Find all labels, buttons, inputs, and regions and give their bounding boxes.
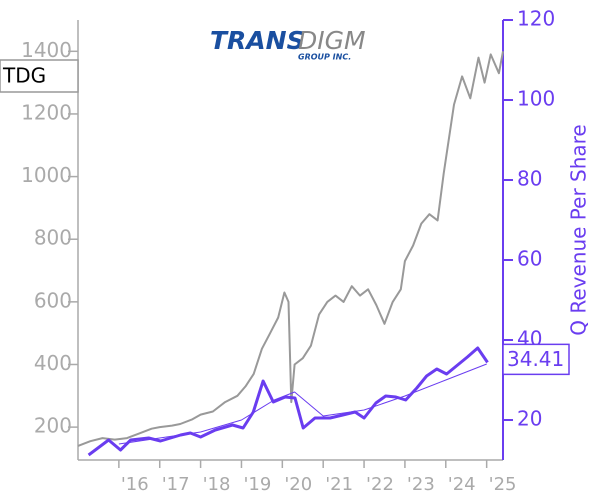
series-line bbox=[87, 346, 489, 457]
y-tick-label: 1400 bbox=[21, 38, 72, 62]
last-value-label: 34.41 bbox=[507, 347, 564, 371]
x-tick-label: '20 bbox=[284, 474, 312, 495]
y-tick-label: 1000 bbox=[21, 163, 72, 187]
logo-second: DIGM bbox=[298, 26, 366, 55]
logo-main: TRANS bbox=[210, 26, 305, 55]
x-tick-label: '24 bbox=[448, 474, 476, 495]
series-line bbox=[118, 363, 487, 445]
ticker-label: TDG bbox=[2, 64, 46, 88]
y-tick-label: 1200 bbox=[21, 100, 72, 124]
y-tick-label: 600 bbox=[34, 288, 72, 312]
logo-sub: GROUP INC. bbox=[298, 53, 351, 62]
y2-axis-title: Q Revenue Per Share bbox=[567, 124, 591, 336]
y-tick-label: 400 bbox=[34, 351, 72, 375]
x-tick-label: '21 bbox=[325, 474, 353, 495]
x-tick-label: '19 bbox=[243, 474, 271, 495]
y2-tick-label: 100 bbox=[517, 87, 555, 111]
x-tick-label: '18 bbox=[203, 474, 231, 495]
y2-tick-label: 20 bbox=[517, 407, 542, 431]
y2-tick-label: 60 bbox=[517, 247, 542, 271]
x-tick-label: '25 bbox=[489, 474, 517, 495]
x-tick-label: '22 bbox=[366, 474, 394, 495]
x-tick-label: '23 bbox=[407, 474, 435, 495]
x-tick-label: '17 bbox=[162, 474, 190, 495]
y-tick-label: 800 bbox=[34, 226, 72, 250]
y-tick-label: 200 bbox=[34, 414, 72, 438]
series-line bbox=[77, 51, 504, 447]
x-tick-label: '16 bbox=[121, 474, 149, 495]
y2-tick-label: 120 bbox=[517, 7, 555, 31]
y2-tick-label: 80 bbox=[517, 167, 542, 191]
last-value-box bbox=[502, 343, 570, 376]
ticker-box bbox=[0, 59, 79, 93]
